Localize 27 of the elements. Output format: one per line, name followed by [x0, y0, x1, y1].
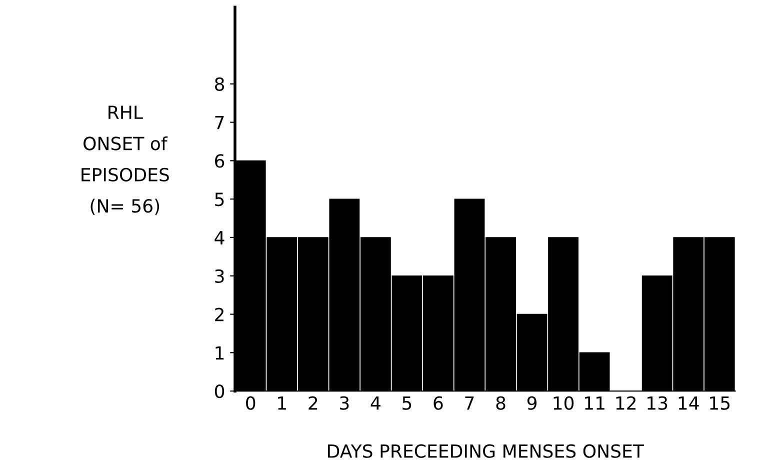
x-axis-title: DAYS PRECEEDING MENSES ONSET [328, 444, 644, 458]
y-tick-label: 2 [215, 308, 224, 322]
y-tick-label: 1 [216, 346, 224, 360]
x-tick-label: 5 [402, 396, 412, 410]
y-axis-title: RHL ONSET of EPISODES (N= 56) [82, 106, 169, 215]
y-tick-label: 0 [214, 384, 224, 398]
y-tick-label: 4 [214, 231, 224, 244]
x-tick-label: 15 [710, 396, 730, 410]
x-tick-label: 1 [278, 396, 286, 410]
x-tick-label: 7 [465, 396, 474, 410]
x-tick-label: 9 [527, 396, 536, 410]
x-tick-label: 10 [554, 396, 574, 410]
x-tick-label: 2 [308, 396, 318, 410]
y-tick-label: 3 [215, 269, 224, 283]
x-tick-label: 11 [585, 396, 604, 410]
x-tick-label: 4 [370, 396, 380, 410]
x-tick-label: 13 [648, 396, 668, 410]
x-tick-label: 0 [246, 396, 256, 410]
y-tick-label: 6 [215, 154, 224, 168]
y-tick-label: 7 [215, 116, 224, 130]
x-tick-label: 6 [434, 396, 443, 410]
y-tick-label: 5 [215, 192, 224, 206]
x-tick-label: 8 [496, 396, 506, 410]
x-tick-label: 3 [340, 396, 349, 410]
y-tick-label: 8 [214, 77, 224, 92]
x-tick-label: 14 [678, 396, 699, 410]
x-tick-label: 12 [616, 396, 636, 410]
